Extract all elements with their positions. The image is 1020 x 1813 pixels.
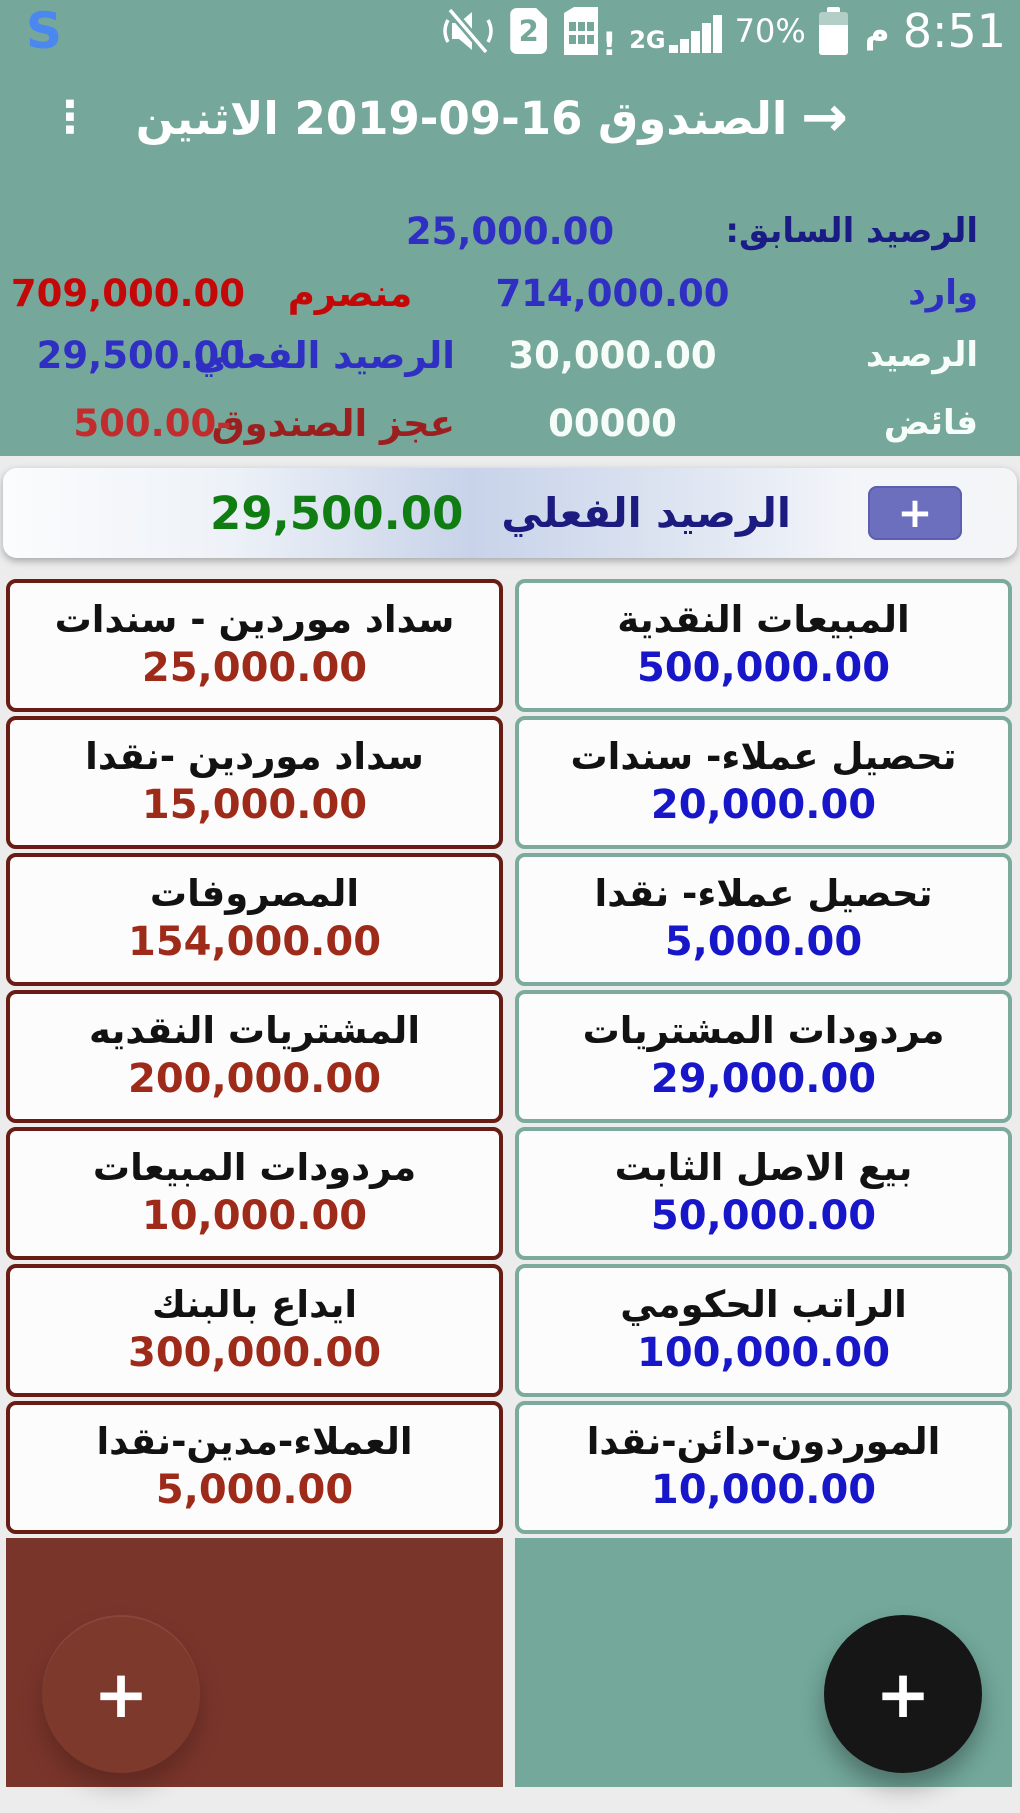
card-title: ايداع بالبنك xyxy=(151,1283,358,1327)
card-title: بيع الاصل الثابت xyxy=(614,1146,913,1190)
incoming-label: وارد xyxy=(908,273,978,313)
actual-balance-bar-value: 29,500.00 xyxy=(210,486,464,540)
sim2-number: 2 xyxy=(518,14,539,48)
card-value: 20,000.00 xyxy=(650,781,877,828)
battery-icon xyxy=(818,7,848,55)
expense-card[interactable]: المصروفات 154,000.00 xyxy=(6,853,503,986)
card-title: تحصيل عملاء- نقدا xyxy=(594,872,933,916)
vibrate-mute-icon xyxy=(443,7,493,55)
expense-card[interactable]: ايداع بالبنك 300,000.00 xyxy=(6,1264,503,1397)
card-title: تحصيل عملاء- سندات xyxy=(570,735,957,779)
cash-summary-section: الرصيد السابق: 25,000.00 وارد 714,000.00… xyxy=(0,174,1020,456)
plus-icon: + xyxy=(875,1655,931,1733)
back-arrow-icon[interactable]: → xyxy=(801,85,848,150)
balance-value: 30,000.00 xyxy=(508,333,717,377)
sim-alert-mark: ! xyxy=(602,25,616,57)
actual-balance-value: 29,500.00 xyxy=(36,333,245,377)
previous-balance-value: 25,000.00 xyxy=(405,209,615,253)
income-card[interactable]: بيع الاصل الثابت 50,000.00 xyxy=(515,1127,1012,1260)
surplus-label: فائض xyxy=(883,403,978,443)
network-type-label: 2G xyxy=(629,26,666,54)
actual-balance-bar-label: الرصيد الفعلي xyxy=(501,489,791,537)
deficit-value: -500.00 xyxy=(73,401,232,445)
expense-column-footer: + xyxy=(6,1538,503,1787)
expense-card[interactable]: مردودات المبيعات 10,000.00 xyxy=(6,1127,503,1260)
card-title: سداد موردين -نقدا xyxy=(85,735,424,779)
outgoing-label: منصرم xyxy=(287,271,413,315)
plus-icon: + xyxy=(897,488,933,537)
card-value: 300,000.00 xyxy=(127,1329,382,1376)
income-card[interactable]: تحصيل عملاء- سندات 20,000.00 xyxy=(515,716,1012,849)
signal-bars-icon xyxy=(668,15,722,53)
battery-percent-label: 70% xyxy=(734,12,806,50)
card-title: مردودات المشتريات xyxy=(582,1009,945,1053)
app-bar: → الصندوق 16-09-2019 الاثنين ⋮ xyxy=(0,62,1020,174)
expense-card[interactable]: المشتريات النقديه 200,000.00 xyxy=(6,990,503,1123)
add-income-fab[interactable]: + xyxy=(824,1615,982,1773)
card-value: 15,000.00 xyxy=(141,781,368,828)
income-card[interactable]: المبيعات النقدية 500,000.00 xyxy=(515,579,1012,712)
expense-column: سداد موردين - سندات 25,000.00 سداد موردي… xyxy=(6,579,503,1787)
card-value: 10,000.00 xyxy=(650,1466,877,1513)
clock-time: 8:51 xyxy=(902,4,1006,58)
add-expense-fab[interactable]: + xyxy=(42,1615,200,1773)
income-card[interactable]: مردودات المشتريات 29,000.00 xyxy=(515,990,1012,1123)
notification-app-logo-s: S xyxy=(26,2,63,60)
expense-card[interactable]: العملاء-مدين-نقدا 5,000.00 xyxy=(6,1401,503,1534)
card-title: سداد موردين - سندات xyxy=(54,598,455,642)
card-title: المصروفات xyxy=(149,872,360,916)
card-title: الموردون-دائن-نقدا xyxy=(586,1420,941,1464)
surplus-value: 00000 xyxy=(548,401,677,445)
card-value: 50,000.00 xyxy=(650,1192,877,1239)
card-value: 25,000.00 xyxy=(141,644,368,691)
status-icons-group: 2 ! 2G 70% م xyxy=(439,0,1006,62)
sim2-icon: 2 xyxy=(510,8,548,54)
card-value: 200,000.00 xyxy=(127,1055,382,1102)
card-value: 29,000.00 xyxy=(650,1055,877,1102)
deficit-label: عجز الصندوق xyxy=(211,401,455,445)
income-card[interactable]: تحصيل عملاء- نقدا 5,000.00 xyxy=(515,853,1012,986)
incoming-outgoing-row: وارد 714,000.00 منصرم 709,000.00 xyxy=(0,270,1020,316)
add-balance-button[interactable]: + xyxy=(868,486,962,540)
income-column-footer: + xyxy=(515,1538,1012,1787)
card-value: 100,000.00 xyxy=(636,1329,891,1376)
balance-row: الرصيد 30,000.00 الرصيد الفعلي 29,500.00 xyxy=(0,332,1020,378)
outgoing-value: 709,000.00 xyxy=(10,271,245,315)
sim-alert-icon: ! xyxy=(564,7,616,57)
card-title: الراتب الحكومي xyxy=(620,1283,907,1327)
overflow-menu-icon[interactable]: ⋮ xyxy=(48,92,92,143)
card-value: 500,000.00 xyxy=(636,644,891,691)
page-title: الصندوق 16-09-2019 الاثنين xyxy=(135,91,788,145)
previous-balance-label: الرصيد السابق: xyxy=(725,211,978,251)
expense-card[interactable]: سداد موردين -نقدا 15,000.00 xyxy=(6,716,503,849)
incoming-value: 714,000.00 xyxy=(495,271,730,315)
income-card[interactable]: الراتب الحكومي 100,000.00 xyxy=(515,1264,1012,1397)
card-value: 10,000.00 xyxy=(141,1192,368,1239)
expense-card[interactable]: سداد موردين - سندات 25,000.00 xyxy=(6,579,503,712)
income-card[interactable]: الموردون-دائن-نقدا 10,000.00 xyxy=(515,1401,1012,1534)
accounts-columns: المبيعات النقدية 500,000.00 تحصيل عملاء-… xyxy=(0,579,1020,1787)
plus-icon: + xyxy=(93,1655,149,1733)
card-value: 5,000.00 xyxy=(155,1466,354,1513)
card-title: مردودات المبيعات xyxy=(92,1146,417,1190)
card-value: 154,000.00 xyxy=(127,918,382,965)
network-2g-signal-icon: 2G xyxy=(629,9,722,54)
card-title: العملاء-مدين-نقدا xyxy=(96,1420,413,1464)
card-value: 5,000.00 xyxy=(664,918,863,965)
card-title: المشتريات النقديه xyxy=(89,1009,421,1053)
actual-balance-label: الرصيد الفعلي xyxy=(193,333,455,377)
income-column: المبيعات النقدية 500,000.00 تحصيل عملاء-… xyxy=(515,579,1012,1787)
actual-balance-bar: + الرصيد الفعلي 29,500.00 xyxy=(3,468,1017,558)
surplus-deficit-row: فائض 00000 عجز الصندوق -500.00 xyxy=(0,400,1020,446)
card-title: المبيعات النقدية xyxy=(617,598,910,642)
time-period-label: م xyxy=(864,11,890,51)
previous-balance-row: الرصيد السابق: 25,000.00 xyxy=(0,208,1020,254)
balance-label: الرصيد xyxy=(866,335,978,375)
status-bar: S 2 ! 2G xyxy=(0,0,1020,62)
